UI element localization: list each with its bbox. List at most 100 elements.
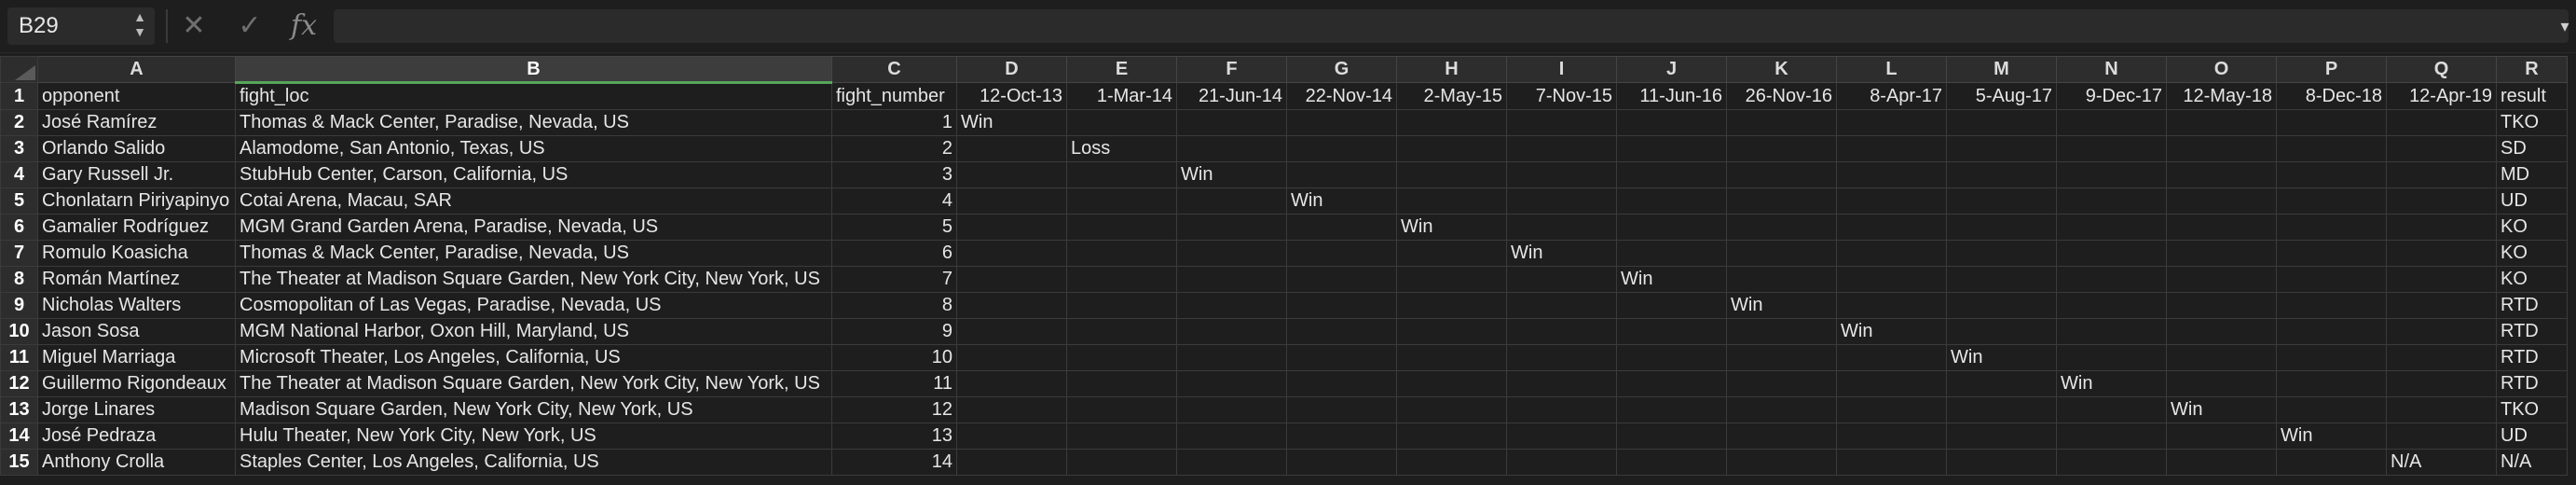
column-header-h[interactable]: H	[1396, 56, 1507, 83]
cell-m[interactable]	[1946, 187, 2057, 215]
cell-i[interactable]: 7-Nov-15	[1506, 82, 1617, 110]
column-header-i[interactable]: I	[1506, 56, 1617, 83]
cell-a[interactable]: Anthony Crolla	[37, 449, 236, 476]
cell-j[interactable]	[1616, 161, 1727, 188]
cell-h[interactable]	[1396, 109, 1507, 136]
cell-f[interactable]	[1176, 449, 1287, 476]
function-icon[interactable]: fx	[290, 9, 318, 42]
cell-j[interactable]	[1616, 109, 1727, 136]
cell-c[interactable]: 9	[831, 318, 957, 345]
cell-p[interactable]	[2276, 292, 2387, 319]
cell-i[interactable]: Win	[1506, 240, 1617, 267]
cell-r[interactable]: N/A	[2496, 449, 2568, 476]
column-header-c[interactable]: C	[831, 56, 957, 83]
cell-e[interactable]: Loss	[1066, 135, 1177, 162]
cell-f[interactable]	[1176, 370, 1287, 397]
cell-o[interactable]	[2166, 135, 2277, 162]
row-header[interactable]: 12	[0, 370, 38, 397]
cell-m[interactable]	[1946, 266, 2057, 293]
column-header-j[interactable]: J	[1616, 56, 1727, 83]
cell-h[interactable]	[1396, 240, 1507, 267]
cell-c[interactable]: 4	[831, 187, 957, 215]
cell-a[interactable]: Jason Sosa	[37, 318, 236, 345]
cell-d[interactable]	[956, 318, 1067, 345]
cell-g[interactable]	[1286, 135, 1397, 162]
cell-q[interactable]	[2386, 109, 2497, 136]
row-header[interactable]: 9	[0, 292, 38, 319]
cell-e[interactable]	[1066, 396, 1177, 423]
cell-k[interactable]	[1726, 396, 1837, 423]
cell-d[interactable]	[956, 292, 1067, 319]
cell-q[interactable]: N/A	[2386, 449, 2497, 476]
cell-d[interactable]	[956, 240, 1067, 267]
column-header-m[interactable]: M	[1946, 56, 2057, 83]
cell-e[interactable]	[1066, 318, 1177, 345]
cell-r[interactable]: SD	[2496, 135, 2568, 162]
column-header-o[interactable]: O	[2166, 56, 2277, 83]
cell-n[interactable]	[2056, 109, 2167, 136]
cell-l[interactable]: 8-Apr-17	[1836, 82, 1947, 110]
cell-k[interactable]	[1726, 214, 1837, 241]
cell-e[interactable]	[1066, 449, 1177, 476]
cell-q[interactable]	[2386, 344, 2497, 371]
cell-l[interactable]	[1836, 135, 1947, 162]
cell-r[interactable]: KO	[2496, 240, 2568, 267]
cell-k[interactable]: Win	[1726, 292, 1837, 319]
cell-f[interactable]	[1176, 318, 1287, 345]
cell-r[interactable]: UD	[2496, 423, 2568, 450]
cell-l[interactable]	[1836, 423, 1947, 450]
cell-g[interactable]: 22-Nov-14	[1286, 82, 1397, 110]
cancel-icon[interactable]: ✕	[182, 10, 206, 41]
cell-c[interactable]: 5	[831, 214, 957, 241]
cell-f[interactable]	[1176, 292, 1287, 319]
cell-q[interactable]	[2386, 370, 2497, 397]
cell-k[interactable]	[1726, 109, 1837, 136]
column-header-b[interactable]: B	[235, 56, 832, 84]
cell-q[interactable]	[2386, 266, 2497, 293]
cell-r[interactable]: RTD	[2496, 292, 2568, 319]
cell-c[interactable]: 3	[831, 161, 957, 188]
cell-l[interactable]	[1836, 370, 1947, 397]
cell-q[interactable]	[2386, 292, 2497, 319]
select-all-corner[interactable]	[0, 56, 38, 83]
cell-o[interactable]: Win	[2166, 396, 2277, 423]
cell-e[interactable]	[1066, 214, 1177, 241]
cell-r[interactable]: MD	[2496, 161, 2568, 188]
cell-h[interactable]	[1396, 344, 1507, 371]
cell-p[interactable]	[2276, 344, 2387, 371]
cell-n[interactable]	[2056, 266, 2167, 293]
column-header-e[interactable]: E	[1066, 56, 1177, 83]
row-header[interactable]: 4	[0, 161, 38, 188]
cell-h[interactable]	[1396, 396, 1507, 423]
cell-h[interactable]	[1396, 449, 1507, 476]
cell-f[interactable]	[1176, 240, 1287, 267]
cell-m[interactable]	[1946, 240, 2057, 267]
cell-m[interactable]	[1946, 109, 2057, 136]
cell-m[interactable]	[1946, 292, 2057, 319]
cell-g[interactable]	[1286, 292, 1397, 319]
cell-l[interactable]	[1836, 449, 1947, 476]
cell-k[interactable]	[1726, 266, 1837, 293]
cell-j[interactable]	[1616, 292, 1727, 319]
cell-m[interactable]	[1946, 423, 2057, 450]
cell-c[interactable]: 2	[831, 135, 957, 162]
column-header-n[interactable]: N	[2056, 56, 2167, 83]
cell-k[interactable]	[1726, 240, 1837, 267]
cell-q[interactable]: 12-Apr-19	[2386, 82, 2497, 110]
cell-h[interactable]	[1396, 161, 1507, 188]
cell-l[interactable]: Win	[1836, 318, 1947, 345]
cell-r[interactable]: RTD	[2496, 318, 2568, 345]
cell-a[interactable]: Miguel Marriaga	[37, 344, 236, 371]
cell-o[interactable]: 12-May-18	[2166, 82, 2277, 110]
cell-q[interactable]	[2386, 214, 2497, 241]
cell-c[interactable]: 6	[831, 240, 957, 267]
cell-a[interactable]: Romulo Koasicha	[37, 240, 236, 267]
cell-l[interactable]	[1836, 214, 1947, 241]
cell-m[interactable]	[1946, 318, 2057, 345]
cell-i[interactable]	[1506, 292, 1617, 319]
row-header[interactable]: 15	[0, 449, 38, 476]
row-header[interactable]: 8	[0, 266, 38, 293]
cell-n[interactable]	[2056, 187, 2167, 215]
cell-c[interactable]: fight_number	[831, 82, 957, 110]
cell-b[interactable]: Hulu Theater, New York City, New York, U…	[235, 423, 832, 450]
